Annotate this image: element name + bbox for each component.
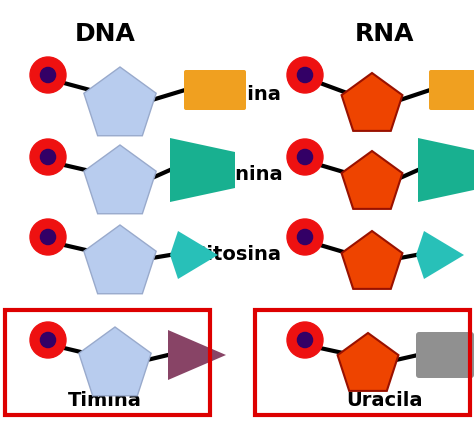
Text: Uracila: Uracila	[347, 391, 423, 410]
Polygon shape	[342, 151, 402, 209]
Polygon shape	[416, 231, 464, 279]
Bar	[255, 310, 470, 415]
Circle shape	[287, 219, 323, 255]
Circle shape	[30, 219, 66, 255]
Polygon shape	[170, 138, 235, 202]
Polygon shape	[84, 67, 156, 136]
Circle shape	[298, 149, 312, 165]
Text: RNA: RNA	[355, 22, 415, 46]
Polygon shape	[337, 333, 399, 391]
Circle shape	[40, 149, 55, 165]
Circle shape	[298, 229, 312, 245]
Bar	[5, 310, 210, 415]
Circle shape	[298, 333, 312, 348]
Polygon shape	[342, 73, 402, 131]
Text: DNA: DNA	[74, 22, 136, 46]
Circle shape	[287, 57, 323, 93]
Polygon shape	[79, 327, 151, 396]
Text: Guanina: Guanina	[191, 165, 283, 184]
Polygon shape	[170, 231, 218, 279]
Text: Adenina: Adenina	[192, 85, 282, 104]
FancyBboxPatch shape	[429, 70, 474, 110]
Polygon shape	[418, 138, 474, 202]
Text: Timina: Timina	[68, 391, 142, 410]
Polygon shape	[168, 330, 226, 380]
FancyBboxPatch shape	[416, 332, 474, 378]
Circle shape	[298, 67, 312, 83]
Circle shape	[30, 57, 66, 93]
Circle shape	[40, 333, 55, 348]
Circle shape	[287, 322, 323, 358]
Text: Citosina: Citosina	[192, 245, 282, 264]
Circle shape	[287, 139, 323, 175]
Circle shape	[30, 322, 66, 358]
Polygon shape	[84, 145, 156, 214]
Circle shape	[40, 67, 55, 83]
Circle shape	[40, 229, 55, 245]
FancyBboxPatch shape	[184, 70, 246, 110]
Circle shape	[30, 139, 66, 175]
Polygon shape	[84, 225, 156, 294]
Polygon shape	[342, 231, 402, 289]
